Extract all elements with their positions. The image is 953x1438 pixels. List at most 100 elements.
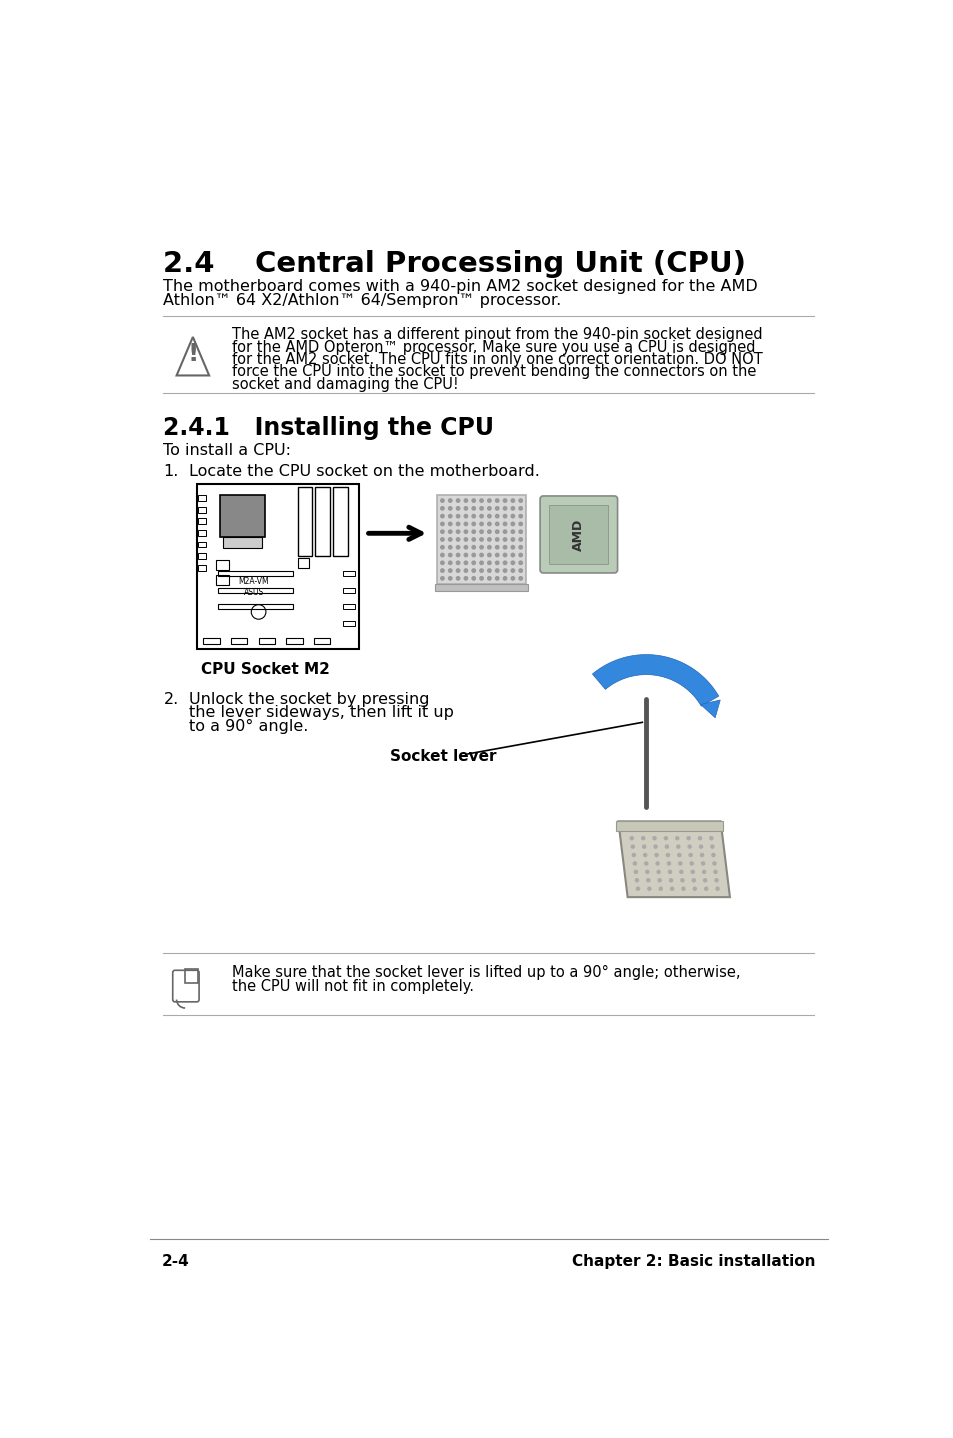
Circle shape: [495, 531, 498, 533]
Circle shape: [472, 545, 475, 549]
Circle shape: [464, 545, 467, 549]
Bar: [216, 559, 229, 569]
Circle shape: [472, 506, 475, 510]
Text: To install a CPU:: To install a CPU:: [163, 443, 291, 457]
Circle shape: [651, 828, 655, 831]
Circle shape: [464, 538, 467, 541]
Circle shape: [636, 887, 639, 890]
Circle shape: [456, 538, 459, 541]
Bar: [198, 565, 206, 571]
Circle shape: [448, 545, 452, 549]
Bar: [315, 487, 330, 557]
Bar: [286, 637, 302, 644]
Circle shape: [686, 837, 689, 840]
Circle shape: [635, 879, 638, 881]
Circle shape: [464, 577, 467, 580]
Circle shape: [641, 837, 644, 840]
Circle shape: [716, 887, 719, 890]
Circle shape: [472, 538, 475, 541]
Circle shape: [643, 854, 646, 857]
Circle shape: [668, 870, 671, 873]
Circle shape: [487, 569, 491, 572]
Circle shape: [700, 861, 704, 866]
Circle shape: [464, 561, 467, 565]
Circle shape: [464, 522, 467, 526]
Text: 2.4.1   Installing the CPU: 2.4.1 Installing the CPU: [163, 416, 494, 440]
Bar: [198, 542, 206, 548]
Text: ASUS: ASUS: [243, 588, 264, 597]
Text: the lever sideways, then lift it up: the lever sideways, then lift it up: [189, 706, 454, 720]
Bar: [217, 571, 293, 577]
Circle shape: [472, 561, 475, 565]
Circle shape: [652, 837, 656, 840]
Circle shape: [662, 828, 666, 831]
Circle shape: [518, 569, 522, 572]
Text: The motherboard comes with a 940-pin AM2 socket designed for the AMD: The motherboard comes with a 940-pin AM2…: [163, 279, 758, 293]
Circle shape: [487, 506, 491, 510]
Circle shape: [511, 569, 514, 572]
Circle shape: [472, 569, 475, 572]
Circle shape: [692, 879, 695, 881]
Circle shape: [629, 828, 632, 831]
Circle shape: [511, 538, 514, 541]
Circle shape: [713, 870, 717, 873]
Bar: [217, 604, 293, 610]
Circle shape: [518, 554, 522, 557]
Circle shape: [495, 515, 498, 518]
Circle shape: [657, 870, 659, 873]
Bar: [223, 538, 262, 548]
Circle shape: [518, 577, 522, 580]
Bar: [198, 506, 206, 512]
Circle shape: [472, 515, 475, 518]
Circle shape: [712, 861, 716, 866]
Text: the CPU will not fit in completely.: the CPU will not fit in completely.: [232, 979, 473, 994]
Circle shape: [633, 861, 636, 866]
Circle shape: [708, 828, 711, 831]
Circle shape: [503, 545, 506, 549]
Circle shape: [697, 828, 700, 831]
Circle shape: [687, 846, 691, 848]
Text: Unlock the socket by pressing: Unlock the socket by pressing: [189, 692, 429, 706]
Circle shape: [511, 499, 514, 502]
Circle shape: [440, 554, 444, 557]
Circle shape: [495, 561, 498, 565]
Circle shape: [681, 887, 684, 890]
Text: Make sure that the socket lever is lifted up to a 90° angle; otherwise,: Make sure that the socket lever is lifte…: [232, 965, 740, 979]
Circle shape: [464, 554, 467, 557]
Bar: [435, 584, 527, 591]
Bar: [549, 505, 608, 564]
Circle shape: [448, 561, 452, 565]
Circle shape: [440, 545, 444, 549]
Circle shape: [472, 554, 475, 557]
Text: Socket lever: Socket lever: [390, 749, 497, 764]
Circle shape: [709, 837, 712, 840]
Circle shape: [645, 870, 648, 873]
Circle shape: [448, 554, 452, 557]
Circle shape: [456, 577, 459, 580]
Circle shape: [688, 854, 692, 857]
Bar: [219, 495, 265, 536]
Circle shape: [464, 569, 467, 572]
Bar: [203, 637, 219, 644]
Circle shape: [503, 554, 506, 557]
Circle shape: [642, 846, 645, 848]
Text: M2A-VM: M2A-VM: [238, 577, 269, 585]
Circle shape: [639, 828, 643, 831]
Circle shape: [448, 522, 452, 526]
Circle shape: [479, 499, 483, 502]
Bar: [198, 495, 206, 500]
Circle shape: [518, 515, 522, 518]
Circle shape: [511, 554, 514, 557]
Circle shape: [448, 538, 452, 541]
Circle shape: [487, 545, 491, 549]
Circle shape: [704, 887, 707, 890]
Circle shape: [675, 837, 679, 840]
Circle shape: [699, 846, 701, 848]
Circle shape: [503, 538, 506, 541]
Circle shape: [479, 545, 483, 549]
Circle shape: [464, 515, 467, 518]
Circle shape: [664, 846, 668, 848]
Circle shape: [472, 531, 475, 533]
Bar: [258, 637, 274, 644]
Text: to a 90° angle.: to a 90° angle.: [189, 719, 308, 735]
